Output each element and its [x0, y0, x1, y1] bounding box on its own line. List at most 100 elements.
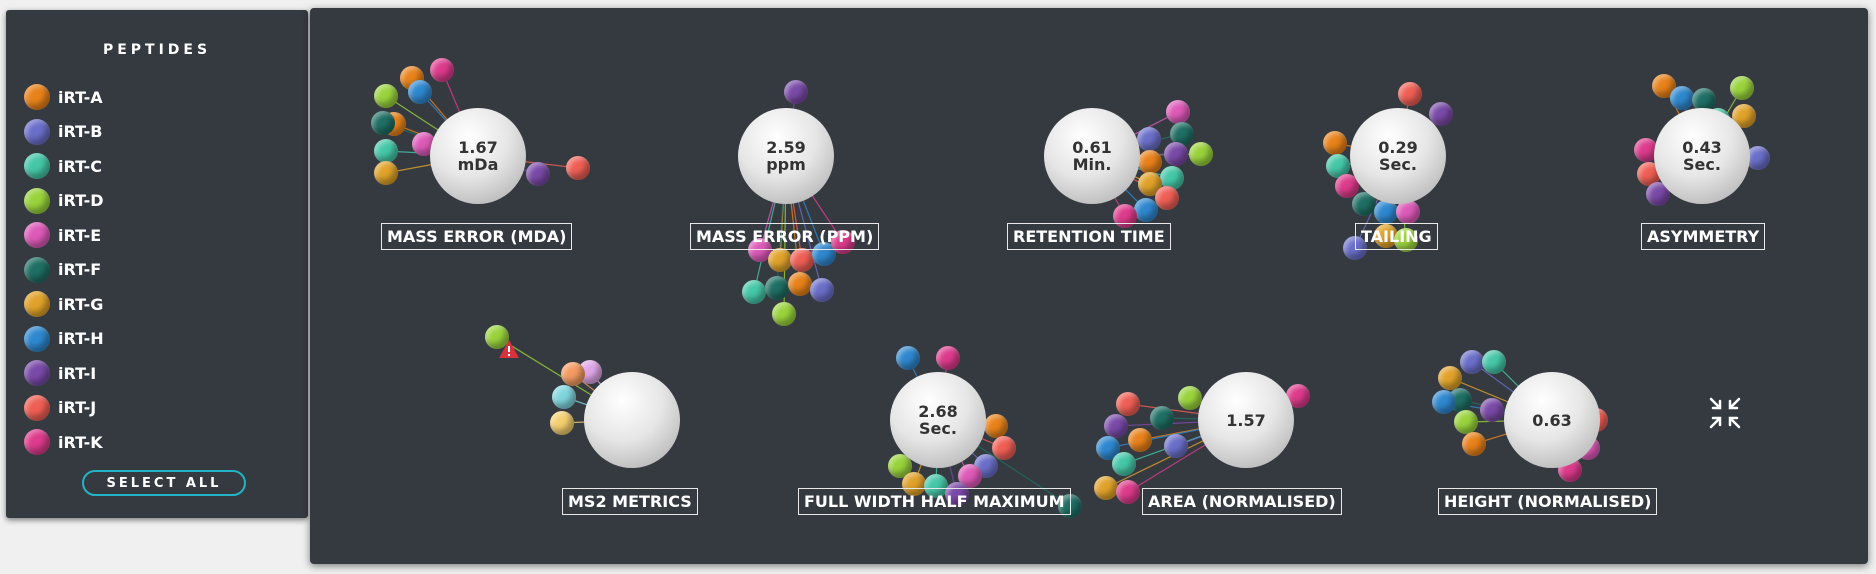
peptide-ball[interactable]: [924, 474, 948, 498]
peptide-ball[interactable]: [1438, 366, 1462, 390]
peptide-ball[interactable]: [1462, 432, 1486, 456]
peptide-dot: [24, 118, 50, 145]
asymmetry-label[interactable]: ASYMMETRY: [1641, 223, 1766, 250]
mass-error-mda-label[interactable]: MASS ERROR (MDA): [381, 223, 573, 250]
peptide-ball[interactable]: [831, 230, 855, 254]
peptide-ball[interactable]: [1189, 142, 1213, 166]
peptide-ball[interactable]: [552, 385, 576, 409]
peptide-ball[interactable]: [1323, 131, 1347, 155]
peptide-ball[interactable]: [374, 161, 398, 185]
peptide-ball[interactable]: [1394, 228, 1418, 252]
collapse-icon[interactable]: [1708, 396, 1742, 430]
tailing-value[interactable]: 0.29 Sec.: [1350, 108, 1446, 204]
peptide-item-irt-j[interactable]: iRT-J: [24, 393, 96, 423]
retention-time-label[interactable]: RETENTION TIME: [1007, 223, 1171, 250]
mass-error-ppm-value[interactable]: 2.59 ppm: [738, 108, 834, 204]
peptide-item-irt-i[interactable]: iRT-I: [24, 358, 96, 388]
peptide-item-irt-h[interactable]: iRT-H: [24, 324, 104, 354]
peptide-ball[interactable]: [1128, 428, 1152, 452]
peptide-ball[interactable]: [1178, 386, 1202, 410]
retention-time-value[interactable]: 0.61 Min.: [1044, 108, 1140, 204]
peptide-ball[interactable]: [1480, 398, 1504, 422]
peptide-ball[interactable]: [1454, 410, 1478, 434]
peptide-ball[interactable]: [526, 162, 550, 186]
peptide-ball[interactable]: [566, 156, 590, 180]
peptide-ball[interactable]: [1482, 350, 1506, 374]
peptide-ball[interactable]: [1670, 86, 1694, 110]
fwhm-value[interactable]: 2.68 Sec.: [890, 372, 986, 468]
ms2-metrics-value[interactable]: [584, 372, 680, 468]
peptide-ball[interactable]: [1094, 476, 1118, 500]
peptide-ball[interactable]: [550, 411, 574, 435]
peptide-ball[interactable]: [788, 272, 812, 296]
peptide-ball[interactable]: [1460, 350, 1484, 374]
area-normalised-value[interactable]: 1.57: [1198, 372, 1294, 468]
peptide-item-irt-k[interactable]: iRT-K: [24, 427, 103, 457]
peptide-ball[interactable]: [1104, 414, 1128, 438]
peptide-ball[interactable]: [408, 80, 432, 104]
peptide-item-irt-f[interactable]: iRT-F: [24, 255, 101, 285]
peptide-ball[interactable]: [1746, 146, 1770, 170]
peptide-ball[interactable]: [1138, 150, 1162, 174]
peptide-ball[interactable]: [485, 325, 509, 349]
tailing-label[interactable]: TAILING: [1355, 223, 1438, 250]
peptide-item-irt-d[interactable]: iRT-D: [24, 186, 104, 216]
warning-icon[interactable]: [498, 339, 520, 359]
peptide-ball[interactable]: [902, 472, 926, 496]
peptide-ball[interactable]: [1155, 186, 1179, 210]
area-normalised-label[interactable]: AREA (NORMALISED): [1142, 488, 1342, 515]
peptide-ball[interactable]: [768, 248, 792, 272]
peptide-ball[interactable]: [790, 248, 814, 272]
peptide-ball[interactable]: [945, 482, 969, 506]
peptide-ball[interactable]: [1374, 200, 1398, 224]
mass-error-ppm-label[interactable]: MASS ERROR (PPM): [690, 223, 880, 250]
peptide-ball[interactable]: [1113, 204, 1137, 228]
peptide-ball[interactable]: [1112, 452, 1136, 476]
peptide-ball[interactable]: [742, 280, 766, 304]
peptide-ball[interactable]: [374, 139, 398, 163]
peptide-item-irt-a[interactable]: iRT-A: [24, 82, 103, 112]
height-normalised-value[interactable]: 0.63: [1504, 372, 1600, 468]
select-all-button[interactable]: SELECT ALL: [82, 470, 246, 496]
peptide-ball[interactable]: [1429, 102, 1453, 126]
fwhm-label[interactable]: FULL WIDTH HALF MAXIMUM: [798, 488, 1071, 515]
peptide-item-irt-b[interactable]: iRT-B: [24, 117, 102, 147]
peptide-ball[interactable]: [374, 84, 398, 108]
peptide-ball[interactable]: [810, 278, 834, 302]
asymmetry-value[interactable]: 0.43 Sec.: [1654, 108, 1750, 204]
height-normalised-label[interactable]: HEIGHT (NORMALISED): [1438, 488, 1658, 515]
peptide-ball[interactable]: [1134, 198, 1158, 222]
peptide-dot: [24, 325, 50, 352]
peptide-ball[interactable]: [371, 111, 395, 135]
peptide-dot: [24, 222, 50, 248]
peptide-ball[interactable]: [1137, 127, 1161, 151]
mass-error-mda-value[interactable]: 1.67 mDa: [430, 108, 526, 204]
peptide-ball[interactable]: [896, 346, 920, 370]
peptide-ball[interactable]: [430, 58, 454, 82]
peptide-ball[interactable]: [1164, 142, 1188, 166]
peptide-item-irt-c[interactable]: iRT-C: [24, 151, 102, 181]
peptide-ball[interactable]: [1166, 100, 1190, 124]
peptide-ball[interactable]: [936, 346, 960, 370]
peptide-item-irt-e[interactable]: iRT-E: [24, 220, 101, 250]
peptide-ball[interactable]: [1432, 390, 1456, 414]
peptide-ball[interactable]: [784, 80, 808, 104]
peptide-ball[interactable]: [561, 362, 585, 386]
peptide-dot: [24, 394, 50, 421]
peptide-ball[interactable]: [1398, 82, 1422, 106]
ms2-metrics-label[interactable]: MS2 METRICS: [562, 488, 698, 515]
peptides-title: PEPTIDES: [102, 42, 212, 58]
peptide-ball[interactable]: [1116, 392, 1140, 416]
peptide-ball[interactable]: [1164, 434, 1188, 458]
peptide-ball[interactable]: [765, 276, 789, 300]
peptide-ball[interactable]: [772, 302, 796, 326]
peptide-label: iRT-A: [58, 87, 103, 107]
peptide-item-irt-g[interactable]: iRT-G: [24, 289, 103, 319]
peptide-ball[interactable]: [1116, 480, 1140, 504]
peptide-ball[interactable]: [1396, 200, 1420, 224]
peptide-ball[interactable]: [1150, 406, 1174, 430]
peptide-dot: [24, 429, 50, 455]
peptide-ball[interactable]: [984, 414, 1008, 438]
peptide-ball[interactable]: [1730, 76, 1754, 100]
peptide-ball[interactable]: [992, 436, 1016, 460]
